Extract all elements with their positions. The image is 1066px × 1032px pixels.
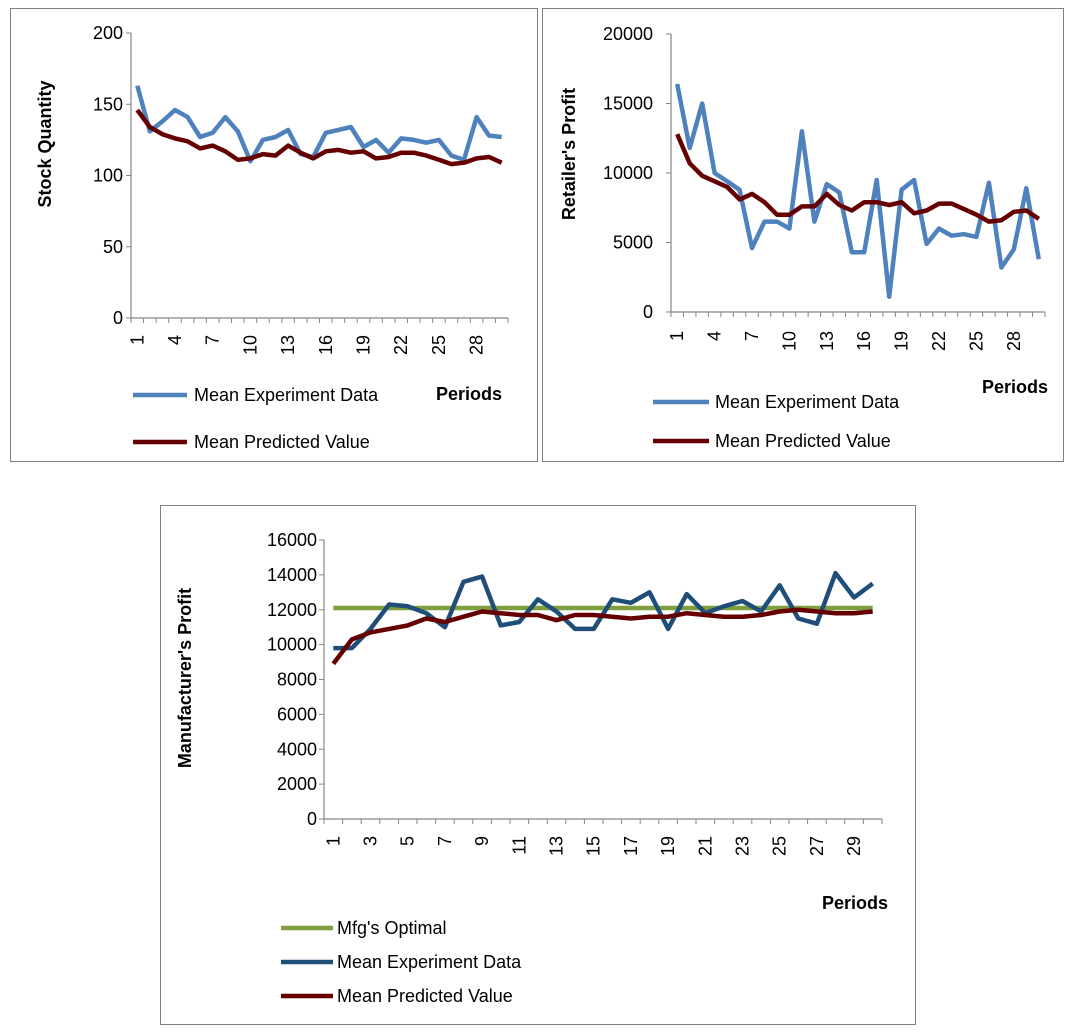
manufacturers-profit-panel: 0 2000 4000 6000 8000 10000 12000 14000 16000 1 3 5… <box>160 505 916 1025</box>
legend-label-mean-experiment-data: Mean Experiment Data <box>715 392 900 412</box>
x-tick-label: 22 <box>929 331 949 351</box>
y-tick-label: 10000 <box>603 163 653 183</box>
series-line-mean-predicted-value <box>675 133 1041 224</box>
x-tick-label: 23 <box>733 836 753 856</box>
legend-label-mean-predicted-value: Mean Predicted Value <box>337 986 513 1006</box>
y-tick-label: 20000 <box>603 24 653 44</box>
y-tick-label: 2000 <box>277 774 317 794</box>
legend-label-mfg-s-optimal: Mfg's Optimal <box>337 918 446 938</box>
x-tick-label: 10 <box>240 335 260 355</box>
y-tick-label: 15000 <box>603 94 653 114</box>
x-tick-label: 7 <box>742 331 762 341</box>
x-axis-title: Periods <box>436 384 502 404</box>
x-tick-label: 25 <box>429 335 449 355</box>
x-tick-label: 27 <box>807 836 827 856</box>
y-axis-title: Manufacturer's Profit <box>175 588 195 768</box>
x-tick-label: 22 <box>391 335 411 355</box>
y-tick-label: 0 <box>307 809 317 829</box>
x-tick-label: 19 <box>658 836 678 856</box>
x-tick-label: 7 <box>435 836 455 846</box>
x-tick-label: 1 <box>667 331 687 341</box>
x-axis-title: Periods <box>982 377 1048 397</box>
y-axis-title: Retailer's Profit <box>559 88 579 220</box>
x-tick-label: 10 <box>779 331 799 351</box>
legend-label-mean-predicted-value: Mean Predicted Value <box>715 431 891 451</box>
stock-quantity-panel: 0 50 100 150 200 1 4 7 10 13 16 19 22 25 28 Stock Quant… <box>10 8 538 462</box>
y-axis-title: Stock Quantity <box>35 80 55 207</box>
x-tick-label: 9 <box>472 836 492 846</box>
x-tick-label: 21 <box>695 836 715 856</box>
y-tick-label: 8000 <box>277 670 317 690</box>
y-tick-label: 16000 <box>267 530 317 550</box>
x-tick-label: 3 <box>361 836 381 846</box>
x-tick-label: 19 <box>353 335 373 355</box>
x-tick-label: 5 <box>398 836 418 846</box>
x-axis-title: Periods <box>822 893 888 913</box>
series-line-mean-experiment-data <box>674 83 1042 299</box>
y-tick-label: 4000 <box>277 739 317 759</box>
x-tick-label: 15 <box>584 836 604 856</box>
y-tick-label: 0 <box>643 302 653 322</box>
retailers-profit-panel: 0 5000 10000 15000 20000 1 4 7 10 13 16 19 22 25 28 Ret… <box>542 8 1064 462</box>
x-tick-label: 1 <box>323 836 343 846</box>
series-line-mean-experiment-data <box>135 85 502 164</box>
x-tick-label: 13 <box>547 836 567 856</box>
x-tick-label: 28 <box>1004 331 1024 351</box>
x-tick-label: 28 <box>467 335 487 355</box>
x-tick-label: 13 <box>278 335 298 355</box>
x-tick-label: 25 <box>770 836 790 856</box>
y-tick-label: 10000 <box>267 635 317 655</box>
x-tick-label: 11 <box>509 836 529 855</box>
y-tick-label: 6000 <box>277 704 317 724</box>
y-tick-label: 0 <box>113 308 123 328</box>
y-tick-label: 200 <box>93 23 123 43</box>
y-tick-label: 150 <box>93 94 123 114</box>
y-tick-label: 14000 <box>267 565 317 585</box>
x-tick-label: 16 <box>854 331 874 351</box>
y-tick-label: 12000 <box>267 600 317 620</box>
x-tick-label: 19 <box>892 331 912 351</box>
x-tick-label: 29 <box>844 836 864 856</box>
x-tick-label: 13 <box>817 331 837 351</box>
y-tick-label: 100 <box>93 166 123 186</box>
x-tick-label: 7 <box>203 335 223 345</box>
y-tick-label: 5000 <box>613 233 653 253</box>
x-tick-label: 4 <box>165 335 185 345</box>
x-tick-label: 25 <box>966 331 986 351</box>
x-tick-label: 17 <box>621 836 641 856</box>
x-tick-label: 16 <box>316 335 336 355</box>
series-line-mean-predicted-value <box>135 108 503 167</box>
retailers-profit-chart: 0 5000 10000 15000 20000 1 4 7 10 13 16 19 22 25 28 Ret… <box>559 24 1048 451</box>
stock-quantity-chart: 0 50 100 150 200 1 4 7 10 13 16 19 22 25 28 Stock Quant… <box>35 23 509 452</box>
legend-label-mean-predicted-value: Mean Predicted Value <box>194 432 370 452</box>
y-tick-label: 50 <box>103 237 123 257</box>
legend-label-mean-experiment-data: Mean Experiment Data <box>337 952 522 972</box>
x-tick-label: 4 <box>705 331 725 341</box>
legend-label-mean-experiment-data: Mean Experiment Data <box>194 385 379 405</box>
x-tick-label: 1 <box>127 335 147 345</box>
series-line-mean-predicted-value <box>331 607 873 666</box>
